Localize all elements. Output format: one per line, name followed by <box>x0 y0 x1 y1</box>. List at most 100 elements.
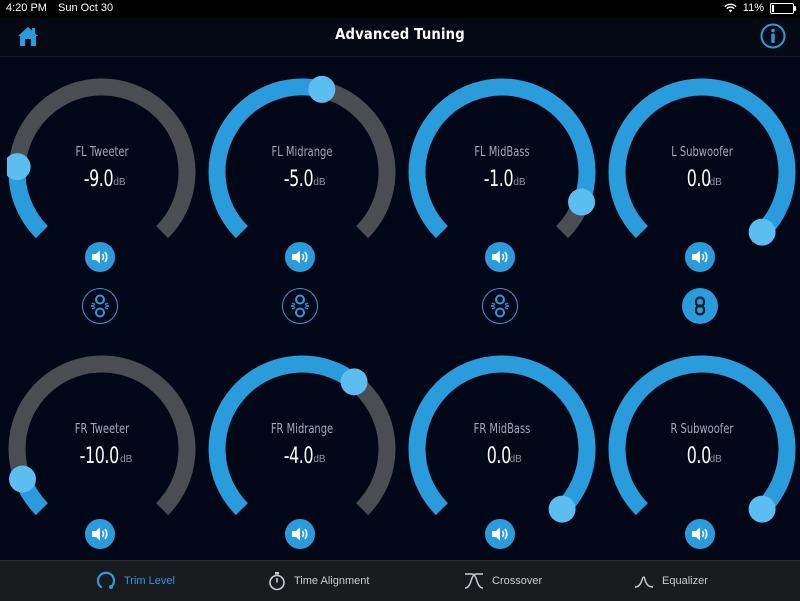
link-channel-button[interactable] <box>282 288 318 324</box>
dial-track-level <box>208 78 324 239</box>
dial-track-remaining <box>348 375 396 516</box>
dial-track-level <box>608 78 796 239</box>
tab-trim-level[interactable]: Trim Level <box>96 561 175 601</box>
speaker-icon <box>492 527 508 541</box>
dial-knob[interactable] <box>308 75 336 103</box>
gain-readout: 0.0dB <box>407 444 597 469</box>
gain-unit: dB <box>120 454 133 465</box>
dial-knob[interactable] <box>748 218 776 246</box>
page-title: Advanced Tuning <box>335 25 465 43</box>
speaker-icon <box>692 250 708 264</box>
stopwatch-icon <box>269 572 285 591</box>
tab-crossover[interactable]: Crossover <box>464 561 542 601</box>
speaker-icon <box>692 527 708 541</box>
dial-track-level <box>608 355 796 516</box>
tab-label: Time Alignment <box>294 575 370 587</box>
crossover-icon <box>464 573 484 589</box>
gain-readout: -1.0dB <box>407 167 597 192</box>
channel-name: FR Midrange <box>270 422 334 437</box>
dial-knob[interactable] <box>8 465 36 493</box>
dial-track-remaining <box>319 81 396 239</box>
gain-value: -1.0 <box>484 167 514 192</box>
gain-value: -4.0 <box>284 444 314 469</box>
tab-time-alignment[interactable]: Time Alignment <box>268 561 369 601</box>
mute-button[interactable] <box>85 519 115 549</box>
tab-equalizer[interactable]: Equalizer <box>634 561 708 601</box>
trim-level-icon <box>96 571 116 589</box>
level-dial[interactable] <box>407 75 597 265</box>
gain-value: -10.0 <box>79 444 119 469</box>
mute-button[interactable] <box>285 519 315 549</box>
trim-level-panel: FL Tweeter -9.0dB FL Midrange -5.0dB FL MidB… <box>0 57 800 560</box>
dial-knob[interactable] <box>340 368 368 396</box>
info-icon[interactable] <box>760 23 786 49</box>
gain-readout: -10.0 dB <box>7 444 197 469</box>
gain-value: -5.0 <box>284 167 314 192</box>
gain-readout: -9.0dB <box>7 167 197 192</box>
status-time: 4:20 PM <box>6 2 47 14</box>
wifi-icon <box>724 3 737 13</box>
mute-button[interactable] <box>485 242 515 272</box>
dial-knob[interactable] <box>548 495 576 523</box>
speaker-icon <box>292 250 308 264</box>
link-icon <box>694 296 706 316</box>
mute-button[interactable] <box>685 519 715 549</box>
gain-unit: dB <box>313 177 326 188</box>
mute-button[interactable] <box>685 242 715 272</box>
battery-percent: 11% <box>742 2 764 14</box>
dial-knob[interactable] <box>748 495 776 523</box>
dial-track-level <box>208 355 360 516</box>
channel-name: FL Midrange <box>271 145 333 160</box>
link-channel-button[interactable] <box>482 288 518 324</box>
equalizer-icon <box>634 576 654 588</box>
gain-value: 0.0 <box>686 444 711 469</box>
level-dial[interactable] <box>607 352 797 542</box>
channel-name: FL MidBass <box>474 145 530 160</box>
gain-readout: -5.0dB <box>207 167 397 192</box>
speaker-icon <box>292 527 308 541</box>
level-dial[interactable] <box>207 352 397 542</box>
tab-label: Crossover <box>492 575 543 587</box>
gain-value: -9.0 <box>84 167 114 192</box>
channel-name: L Subwoofer <box>671 145 733 160</box>
tab-label: Trim Level <box>124 575 175 587</box>
home-icon[interactable] <box>16 24 40 48</box>
gain-unit: dB <box>513 177 526 188</box>
mute-button[interactable] <box>85 242 115 272</box>
gain-unit: dB <box>113 177 126 188</box>
dial-knob[interactable] <box>7 153 31 181</box>
gain-readout: -4.0dB <box>207 444 397 469</box>
level-dial[interactable] <box>607 75 797 265</box>
dial-r-subwoofer: R Subwoofer 0.0dB <box>607 352 797 557</box>
level-dial[interactable] <box>207 75 397 265</box>
unlink-icon <box>91 294 109 318</box>
link-channel-button[interactable] <box>682 288 718 324</box>
dial-fr-midbass: FR MidBass 0.0dB <box>407 352 597 557</box>
dial-track-remaining <box>8 355 196 516</box>
gain-readout: 0.0dB <box>607 444 797 469</box>
gain-unit: dB <box>509 454 522 465</box>
level-dial[interactable] <box>7 75 197 265</box>
level-dial[interactable] <box>407 352 597 542</box>
unlink-icon <box>291 294 309 318</box>
unlink-icon <box>491 294 509 318</box>
channel-name: R Subwoofer <box>670 422 734 437</box>
nav-bar: Advanced Tuning <box>0 18 800 57</box>
level-dial[interactable] <box>7 352 197 542</box>
channel-name: FL Tweeter <box>75 145 129 160</box>
dial-l-subwoofer: L Subwoofer 0.0dB <box>607 75 797 335</box>
dial-fl-tweeter: FL Tweeter -9.0dB <box>7 75 197 335</box>
gain-readout: 0.0dB <box>607 167 797 192</box>
dial-fl-midrange: FL Midrange -5.0dB <box>207 75 397 335</box>
tab-label: Equalizer <box>662 575 708 587</box>
status-date: Sun Oct 30 <box>58 2 114 14</box>
dial-track-level <box>408 355 596 516</box>
mute-button[interactable] <box>285 242 315 272</box>
link-channel-button[interactable] <box>82 288 118 324</box>
dial-knob[interactable] <box>568 188 596 216</box>
dial-fr-midrange: FR Midrange -4.0dB <box>207 352 397 557</box>
tab-bar: Trim Level Time Alignment Crossover Equa… <box>0 560 800 601</box>
gain-value: 0.0 <box>486 444 511 469</box>
mute-button[interactable] <box>485 519 515 549</box>
speaker-icon <box>92 250 108 264</box>
